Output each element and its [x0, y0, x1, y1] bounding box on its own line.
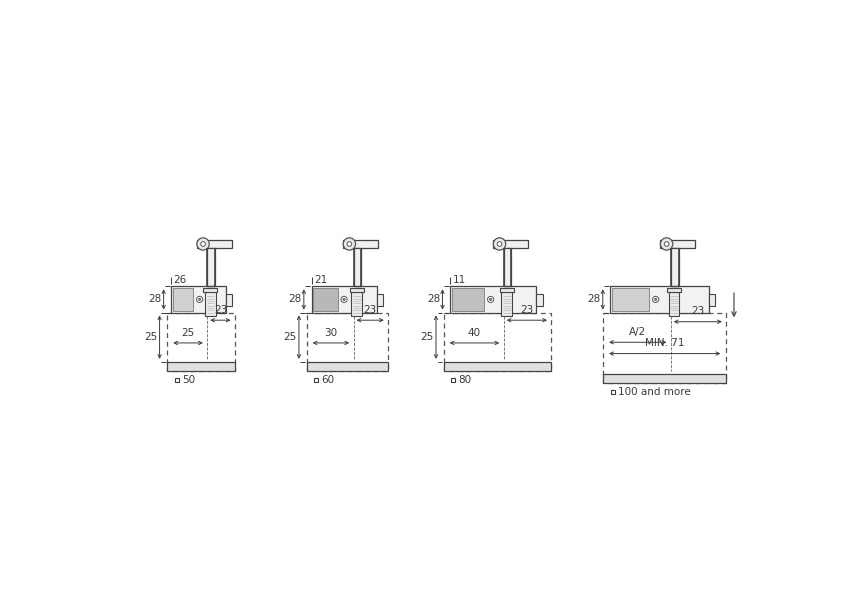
Bar: [343, 240, 378, 248]
Bar: [167, 362, 235, 371]
Bar: [603, 312, 727, 383]
Circle shape: [664, 242, 669, 246]
Text: 25: 25: [182, 328, 195, 338]
Bar: [354, 248, 362, 287]
Text: A/2: A/2: [629, 327, 646, 337]
Text: 25: 25: [284, 332, 297, 342]
Circle shape: [341, 296, 347, 303]
Bar: [500, 288, 514, 293]
Bar: [452, 378, 455, 382]
Circle shape: [197, 238, 209, 250]
Text: 23: 23: [363, 305, 377, 315]
Bar: [167, 312, 235, 371]
Circle shape: [493, 238, 506, 250]
Text: 100 and more: 100 and more: [618, 387, 690, 397]
Bar: [661, 240, 695, 248]
Bar: [377, 294, 383, 306]
Bar: [306, 312, 388, 371]
Text: 30: 30: [324, 328, 337, 338]
Circle shape: [652, 296, 659, 303]
Bar: [205, 293, 215, 315]
Bar: [667, 288, 681, 293]
Bar: [444, 362, 552, 371]
Circle shape: [661, 238, 673, 250]
Bar: [611, 391, 615, 394]
Bar: [314, 378, 318, 382]
Text: 60: 60: [321, 375, 335, 385]
Circle shape: [201, 242, 205, 246]
Text: 21: 21: [314, 275, 327, 285]
Bar: [203, 288, 217, 293]
Bar: [452, 288, 484, 311]
Bar: [226, 294, 232, 306]
Bar: [197, 240, 232, 248]
Bar: [306, 362, 388, 371]
Bar: [171, 287, 226, 312]
Bar: [502, 293, 512, 315]
Text: 40: 40: [468, 328, 481, 338]
Bar: [671, 248, 678, 287]
Bar: [351, 293, 362, 315]
Bar: [503, 248, 511, 287]
Text: 50: 50: [182, 375, 195, 385]
Bar: [612, 288, 650, 311]
Circle shape: [343, 298, 345, 301]
Circle shape: [655, 298, 657, 301]
Text: 23: 23: [691, 306, 704, 316]
Text: 28: 28: [587, 295, 600, 304]
Text: 25: 25: [144, 332, 157, 342]
Circle shape: [488, 296, 494, 303]
Text: 23: 23: [214, 305, 227, 315]
Bar: [444, 312, 552, 371]
Text: 23: 23: [520, 305, 534, 315]
Circle shape: [347, 242, 352, 246]
Bar: [611, 287, 709, 312]
Text: 80: 80: [458, 375, 471, 385]
Bar: [536, 294, 542, 306]
Bar: [313, 288, 338, 311]
Text: MIN. 71: MIN. 71: [645, 338, 684, 348]
Circle shape: [196, 296, 202, 303]
Bar: [669, 293, 679, 315]
Text: 28: 28: [148, 295, 162, 304]
Bar: [175, 378, 179, 382]
Circle shape: [198, 298, 201, 301]
Circle shape: [490, 298, 492, 301]
Text: 28: 28: [288, 295, 302, 304]
Bar: [208, 248, 215, 287]
Circle shape: [497, 242, 502, 246]
Bar: [709, 294, 715, 306]
Bar: [603, 374, 727, 383]
Bar: [493, 240, 528, 248]
Text: 25: 25: [420, 332, 433, 342]
Bar: [311, 287, 377, 312]
Bar: [450, 287, 536, 312]
Circle shape: [343, 238, 356, 250]
Bar: [173, 288, 194, 311]
Text: 28: 28: [427, 295, 440, 304]
Text: 11: 11: [452, 275, 465, 285]
Text: 26: 26: [174, 275, 187, 285]
Bar: [349, 288, 363, 293]
